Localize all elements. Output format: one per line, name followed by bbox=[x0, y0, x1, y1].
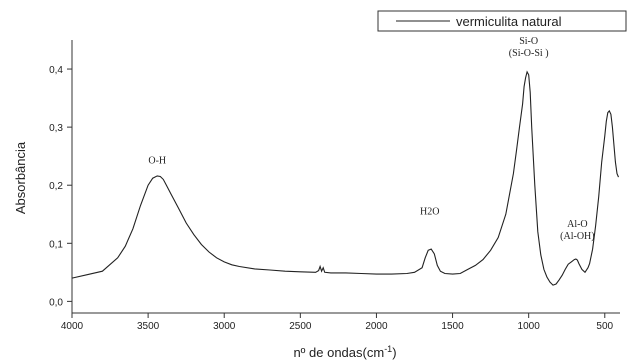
x-tick-label: 1500 bbox=[441, 321, 464, 332]
x-tick-label: 2500 bbox=[289, 321, 312, 332]
y-tick-label: 0,2 bbox=[49, 181, 63, 192]
peak-annotation-line: (Al-OH) bbox=[560, 231, 594, 242]
y-tick-label: 0,4 bbox=[49, 65, 63, 76]
x-axis-label-main: nº de ondas(cm bbox=[293, 345, 384, 360]
plot-frame bbox=[71, 40, 620, 314]
peak-annotation-line: (Si-O-Si ) bbox=[509, 48, 549, 59]
annotations: O-H H2O Si-O (Si-O-Si ) Al-O (Al-OH) bbox=[148, 36, 594, 242]
x-axis-label-close: ) bbox=[392, 345, 396, 360]
legend-label: vermiculita natural bbox=[456, 14, 562, 29]
legend: vermiculita natural bbox=[377, 10, 627, 32]
peak-annotation: O-H bbox=[148, 156, 166, 167]
x-axis-label: nº de ondas(cm-1) bbox=[293, 344, 396, 360]
peak-annotation-line: Al-O bbox=[567, 219, 588, 230]
peak-annotation-line: Si-O bbox=[519, 36, 538, 47]
peak-annotation: Al-O (Al-OH) bbox=[560, 219, 594, 242]
y-tick-label: 0,3 bbox=[49, 123, 63, 134]
y-tick-label: 0,0 bbox=[49, 297, 63, 308]
x-tick-label: 1000 bbox=[518, 321, 541, 332]
series-line-vermiculita-natural bbox=[71, 70, 620, 286]
peak-annotation-line: H2O bbox=[420, 206, 439, 217]
x-tick-label: 2000 bbox=[365, 321, 388, 332]
y-tick-label: 0,1 bbox=[49, 239, 63, 250]
x-tick-label: 4000 bbox=[61, 321, 84, 332]
peak-annotation: H2O bbox=[420, 206, 439, 217]
x-tick-label: 500 bbox=[596, 321, 613, 332]
axis-ticks: 4000 3500 3000 2500 2000 1500 1000 500 0,0 0,1 0,2… bbox=[49, 65, 613, 332]
peak-annotation: Si-O (Si-O-Si ) bbox=[509, 36, 549, 59]
peak-annotation-line: O-H bbox=[148, 156, 166, 167]
x-tick-label: 3000 bbox=[213, 321, 236, 332]
legend-box bbox=[377, 10, 627, 32]
x-tick-label: 3500 bbox=[137, 321, 160, 332]
y-axis-label: Absorbância bbox=[13, 141, 28, 214]
x-axis-label-sup: -1 bbox=[384, 344, 392, 354]
